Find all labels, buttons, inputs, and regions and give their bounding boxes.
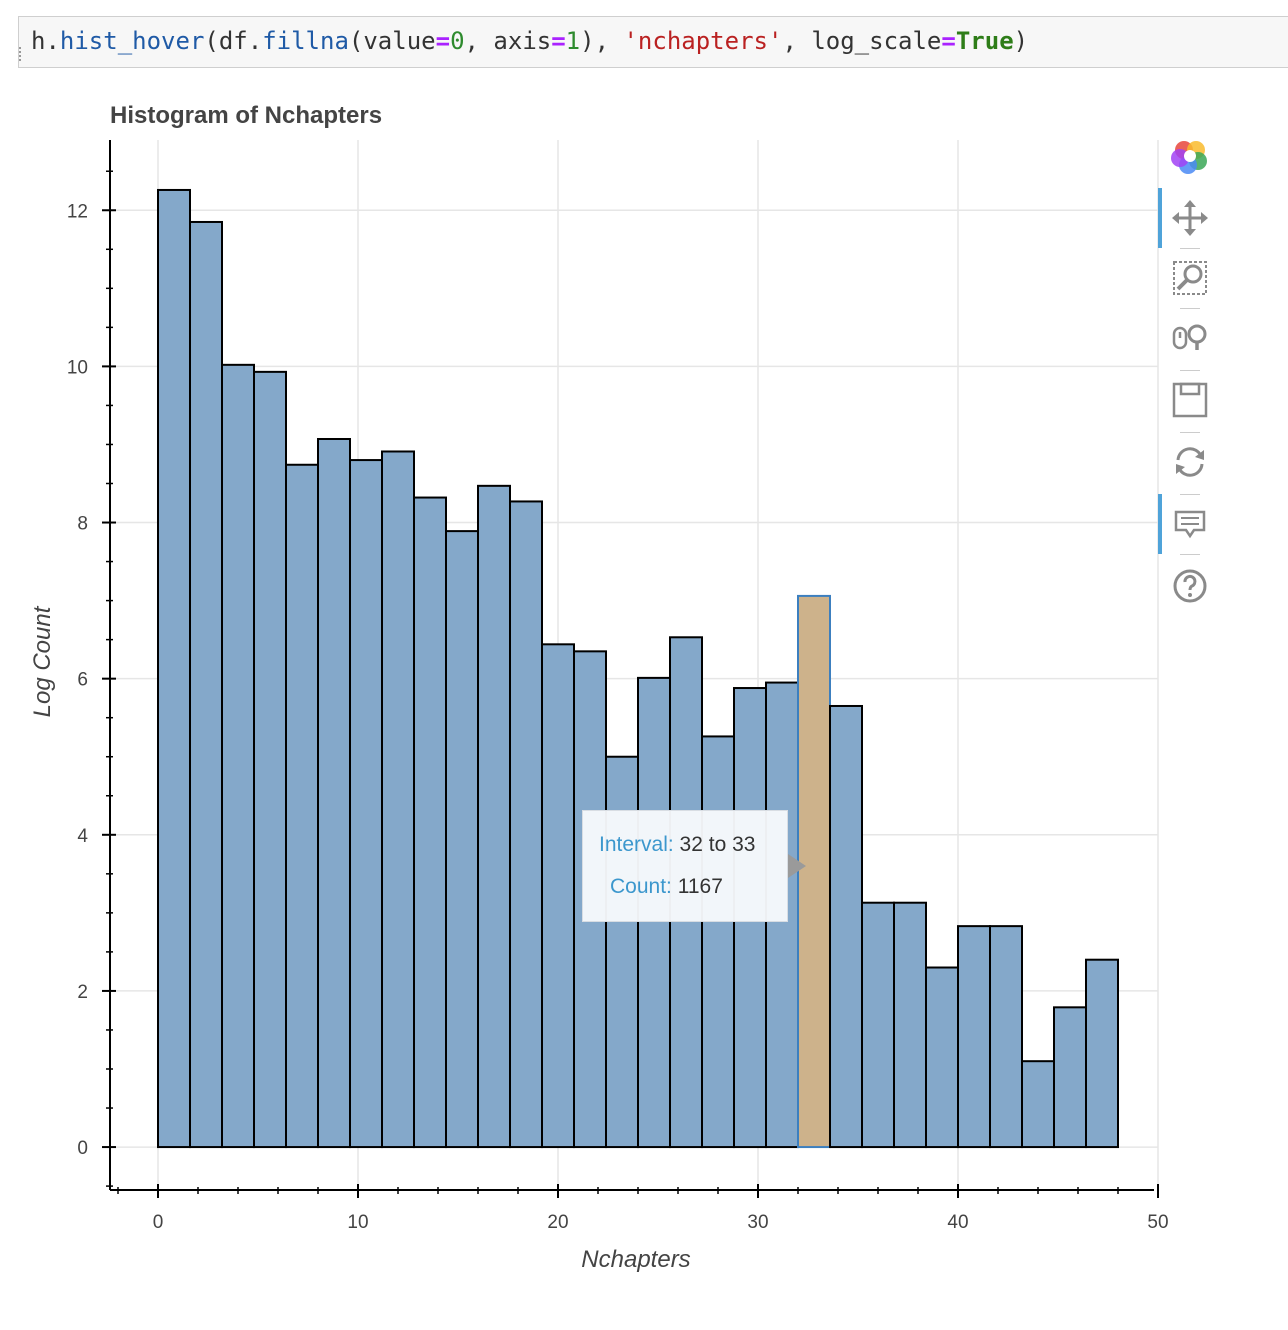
histogram-bar[interactable] [349,459,383,1149]
histogram-bar[interactable] [317,437,351,1149]
hover-tooltip: Interval: 32 to 33 Count: 1167 [582,810,788,922]
histogram-bar[interactable] [413,496,447,1149]
tooltip-interval-value: 32 to 33 [679,833,756,856]
toolbar-separator [1180,494,1200,495]
y-tick-label: 2 [77,982,88,1003]
histogram-bar[interactable] [285,463,319,1149]
code-token: hist_hover [59,27,205,55]
histogram-bar[interactable] [381,450,415,1149]
toolbar-separator [1180,308,1200,309]
histogram-bar[interactable] [861,901,895,1149]
code-token: ) [1013,27,1029,55]
code-token: h. [31,27,60,55]
code-token: (value [348,27,436,55]
chart-toolbar [1158,130,1222,610]
y-tick-label: 12 [67,201,88,222]
y-tick-label: 10 [67,357,88,378]
wheel-zoom-icon[interactable] [1168,316,1212,360]
histogram-bar[interactable] [189,220,223,1149]
histogram-bar[interactable] [893,901,927,1149]
code-token: = [551,27,566,55]
tooltip-interval-label: Interval: [599,833,674,856]
x-tick-label: 30 [747,1212,768,1233]
code-token: (df. [204,27,263,55]
histogram-bar[interactable] [1085,958,1119,1149]
y-tick-label: 8 [77,514,88,535]
code-token: , log_scale [782,27,942,55]
histogram-bar[interactable] [477,484,511,1149]
tooltip-arrow [788,854,806,878]
y-tick-label: 0 [77,1138,88,1159]
axes: 0 10 20 30 40 50 0 2 4 6 8 10 12 [67,140,1169,1233]
histogram-bar[interactable] [701,735,735,1149]
box-zoom-icon[interactable] [1168,256,1212,300]
x-tick-label: 50 [1147,1212,1168,1233]
code-token: = [435,27,451,55]
x-tick-label: 40 [947,1212,968,1233]
histogram-bar[interactable] [157,188,191,1149]
histogram-bar[interactable] [445,530,479,1149]
reset-icon[interactable] [1168,440,1212,484]
toolbar-separator [1180,432,1200,433]
histogram-bar[interactable] [989,925,1023,1149]
toolbar-separator [1180,554,1200,555]
code-token: True [955,27,1014,55]
chart-title: Histogram of Nchapters [110,102,382,129]
x-axis-label: Nchapters [581,1246,690,1273]
x-tick-label: 0 [153,1212,164,1233]
histogram-bar[interactable] [509,500,543,1149]
bokeh-logo-icon[interactable] [1168,134,1212,178]
tooltip-count-value: 1167 [677,875,723,898]
histogram-bar[interactable] [957,925,991,1149]
hover-icon[interactable] [1168,502,1212,546]
toolbar-separator [1180,370,1200,371]
code-token: = [941,27,956,55]
y-axis-label: Log Count [29,605,56,717]
pan-active-indicator [1158,188,1162,248]
code-token: , axis [464,27,552,55]
histogram-bar[interactable] [253,370,287,1149]
code-token: 1 [565,27,581,55]
help-icon[interactable] [1168,564,1212,608]
hover-active-indicator [1158,494,1162,554]
histogram-bar[interactable] [1053,1006,1087,1149]
y-tick-label: 6 [77,670,88,691]
x-tick-label: 20 [547,1212,568,1233]
code-line[interactable]: h.hist_hover(df.fillna(value=0, axis=1),… [31,27,1028,55]
code-token: fillna [262,27,349,55]
histogram-bar[interactable] [925,966,959,1149]
histogram-bar[interactable] [1021,1060,1055,1149]
code-token: 'nchapters' [623,27,783,55]
histogram-bar[interactable] [541,643,575,1149]
code-cell[interactable]: h.hist_hover(df.fillna(value=0, axis=1),… [18,16,1288,68]
histogram-bar[interactable] [221,363,255,1149]
histogram-bar[interactable] [829,704,863,1149]
pan-icon[interactable] [1168,196,1212,240]
bars[interactable] [157,188,1119,1149]
save-icon[interactable] [1168,378,1212,422]
cell-prompt-marker [19,47,24,61]
toolbar-separator [1180,248,1200,249]
tooltip-count-label: Count: [610,875,672,898]
x-tick-label: 10 [347,1212,368,1233]
code-token: 0 [450,27,465,55]
y-tick-label: 4 [77,826,88,847]
code-token: ), [580,27,624,55]
